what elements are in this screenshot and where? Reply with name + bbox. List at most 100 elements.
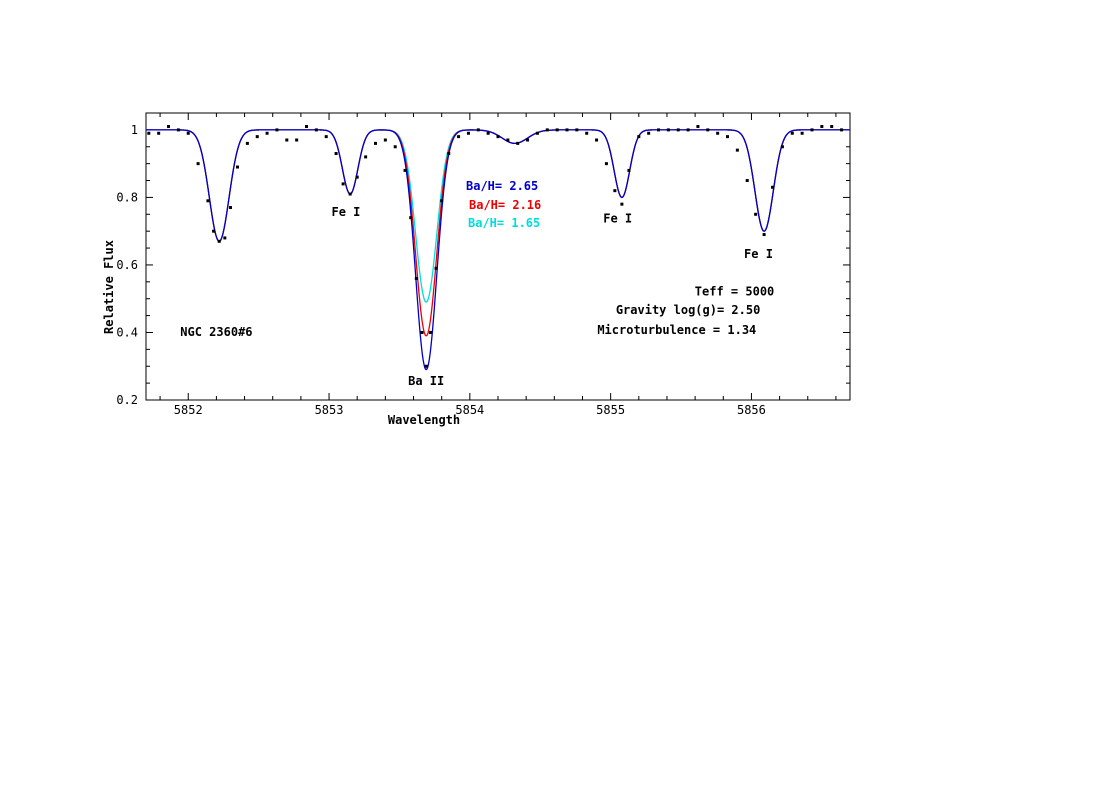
observed-point	[424, 364, 428, 368]
y-tick-label: 0.6	[116, 258, 138, 272]
observed-point	[428, 330, 432, 334]
observed-point	[555, 128, 559, 132]
annotation-label: Gravity log(g)= 2.50	[616, 303, 761, 317]
observed-point	[228, 206, 232, 210]
observed-point	[647, 131, 651, 135]
annotation-label: NGC 2360#6	[180, 325, 252, 339]
observed-point	[147, 131, 151, 135]
observed-point	[434, 266, 438, 270]
y-tick-label: 1	[131, 123, 138, 137]
observed-point	[167, 125, 171, 129]
observed-point	[686, 128, 690, 132]
observed-point	[676, 128, 680, 132]
x-tick-label: 5852	[174, 403, 203, 417]
observed-point	[265, 131, 269, 135]
observed-point	[245, 141, 249, 145]
observed-point	[613, 189, 617, 193]
observed-point	[420, 330, 424, 334]
observed-point	[217, 239, 221, 243]
observed-point	[466, 131, 470, 135]
observed-point	[186, 131, 190, 135]
observed-point	[754, 212, 758, 216]
observed-point	[535, 131, 539, 135]
observed-point	[440, 199, 444, 203]
observed-point	[374, 141, 378, 145]
observed-point	[820, 125, 824, 129]
annotation-label: Fe I	[744, 247, 773, 261]
observed-point	[196, 162, 200, 166]
observed-point	[716, 131, 720, 135]
legend-entry: Ba/H= 2.65	[466, 179, 538, 193]
x-tick-label: 5853	[315, 403, 344, 417]
observed-point	[295, 138, 299, 142]
observed-point	[486, 131, 490, 135]
legend: Ba/H= 2.65 Ba/H= 2.16 Ba/H= 1.65	[466, 179, 541, 230]
observed-point	[314, 128, 318, 132]
observed-point	[637, 135, 641, 139]
observed-spectrum	[147, 125, 844, 368]
observed-point	[830, 125, 834, 129]
observed-point	[348, 192, 352, 196]
y-tick-label: 0.2	[116, 393, 138, 407]
observed-point	[696, 125, 700, 129]
observed-point	[790, 131, 794, 135]
x-axis: 5852 5853 5854 5855 5856	[159, 113, 837, 417]
annotation-label: Microturbulence = 1.34	[597, 323, 756, 337]
observed-point	[383, 138, 387, 142]
observed-point	[275, 128, 279, 132]
observed-point	[341, 182, 345, 186]
observed-point	[457, 135, 461, 139]
observed-point	[604, 162, 608, 166]
annotation-label: Teff = 5000	[695, 284, 774, 298]
x-tick-label: 5854	[455, 403, 484, 417]
y-axis: 0.2 0.4 0.6 0.8 1	[116, 123, 850, 407]
observed-point	[545, 128, 549, 132]
observed-point	[706, 128, 710, 132]
observed-point	[620, 202, 624, 206]
observed-point	[476, 128, 480, 132]
observed-point	[496, 135, 500, 139]
observed-point	[285, 138, 289, 142]
observed-point	[403, 168, 407, 172]
observed-point	[393, 145, 397, 149]
observed-point	[735, 148, 739, 152]
observed-point	[206, 199, 210, 203]
observed-point	[575, 128, 579, 132]
observed-point	[334, 152, 338, 156]
observed-point	[565, 128, 569, 132]
observed-point	[414, 276, 418, 280]
observed-point	[526, 138, 530, 142]
observed-point	[355, 175, 359, 179]
observed-point	[364, 155, 368, 159]
observed-point	[324, 135, 328, 139]
annotations: Fe I Fe I Fe I Ba II NGC 2360#6 Teff = 5000 Gr…	[180, 205, 774, 388]
y-tick-label: 0.4	[116, 325, 138, 339]
observed-point	[800, 131, 804, 135]
x-axis-title: Wavelength	[388, 413, 460, 427]
x-tick-label: 5855	[596, 403, 625, 417]
observed-point	[223, 236, 227, 240]
observed-point	[212, 229, 216, 233]
observed-point	[585, 131, 589, 135]
annotation-label: Fe I	[331, 205, 360, 219]
observed-point	[726, 135, 730, 139]
y-axis-title: Relative Flux	[102, 240, 116, 334]
x-tick-label: 5856	[737, 403, 766, 417]
observed-point	[236, 165, 240, 169]
observed-point	[840, 128, 844, 132]
observed-point	[157, 131, 161, 135]
observed-point	[657, 128, 661, 132]
observed-point	[780, 145, 784, 149]
observed-point	[516, 141, 520, 145]
observed-point	[447, 152, 451, 156]
observed-point	[176, 128, 180, 132]
observed-point	[762, 233, 766, 237]
observed-point	[810, 128, 814, 132]
annotation-label: Fe I	[603, 212, 632, 226]
observed-point	[771, 185, 775, 189]
observed-point	[305, 125, 309, 129]
y-tick-label: 0.8	[116, 190, 138, 204]
legend-entry: Ba/H= 2.16	[469, 198, 541, 212]
observed-point	[627, 168, 631, 172]
